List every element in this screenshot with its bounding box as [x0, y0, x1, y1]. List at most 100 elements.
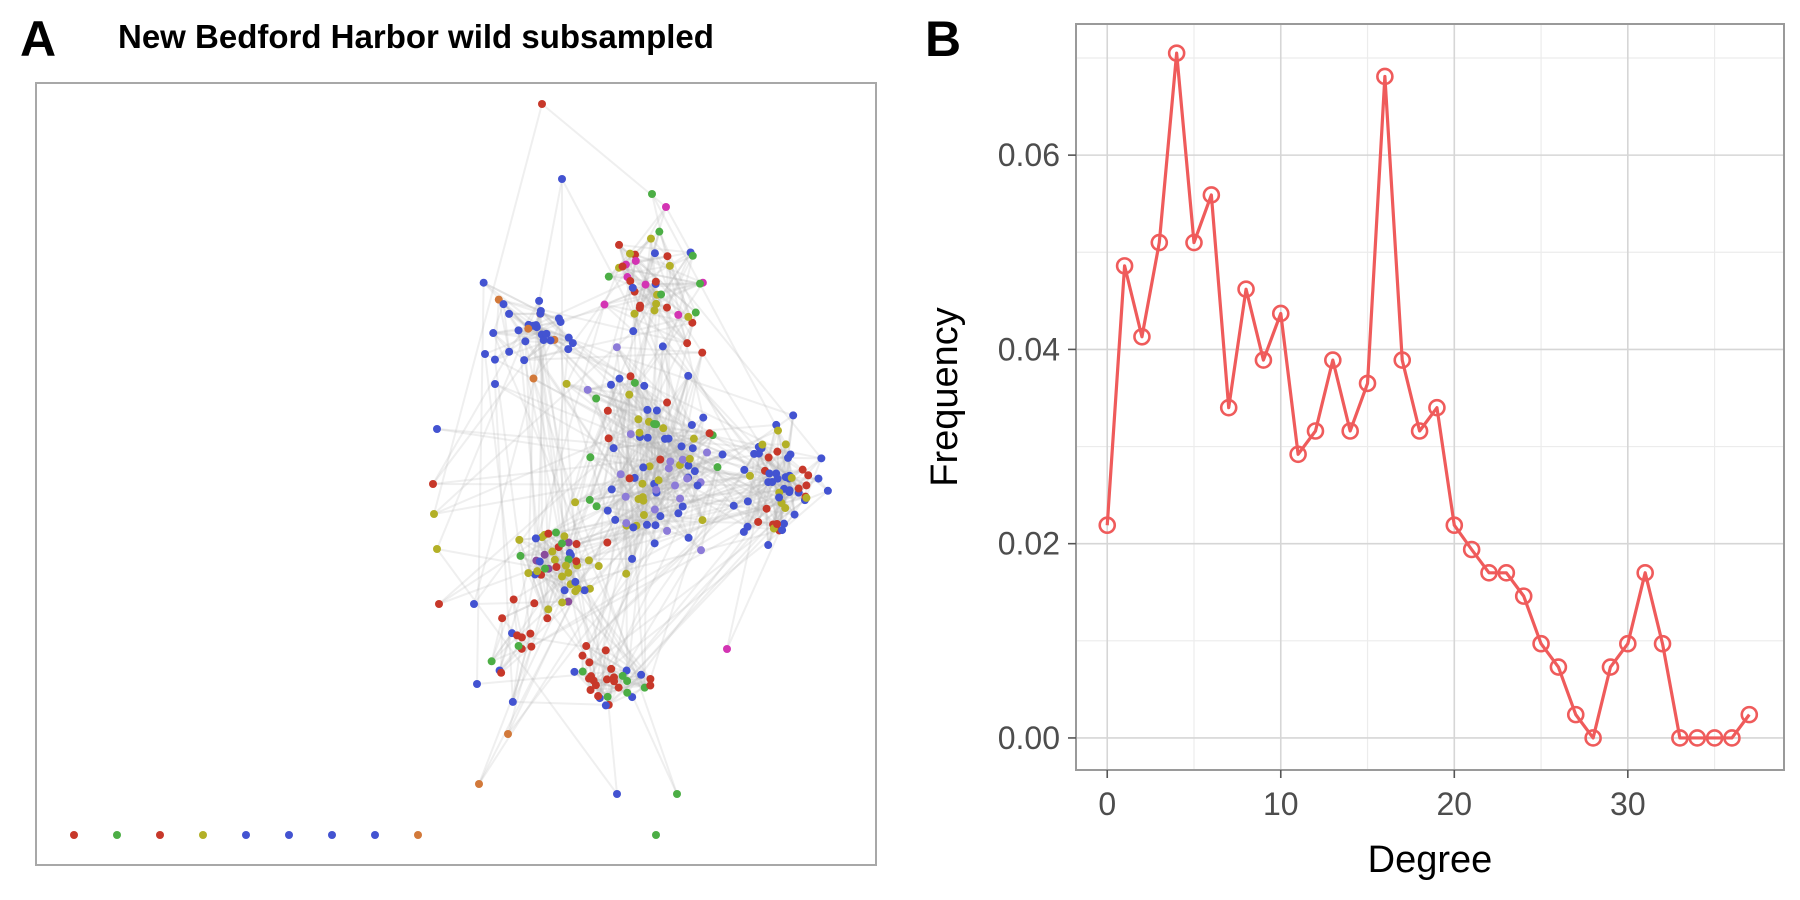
- network-edge: [568, 565, 599, 574]
- network-node: [508, 697, 517, 706]
- network-node: [690, 467, 699, 476]
- network-node: [663, 526, 672, 535]
- network-edge: [791, 476, 819, 480]
- network-edge: [677, 255, 694, 316]
- network-edge: [512, 700, 609, 706]
- network-edge: [632, 252, 656, 332]
- network-node: [505, 347, 514, 356]
- network-edge: [484, 283, 657, 355]
- network-node: [604, 272, 613, 281]
- network-edge: [606, 446, 760, 698]
- network-edge: [663, 427, 710, 435]
- network-edge: [585, 453, 792, 647]
- network-edge: [753, 453, 807, 487]
- network-edge: [645, 423, 656, 525]
- network-edge: [607, 438, 617, 521]
- network-node: [543, 614, 552, 623]
- network-node: [572, 557, 581, 566]
- network-edge: [588, 452, 708, 663]
- network-node: [604, 434, 613, 443]
- network-edge: [523, 339, 552, 361]
- network-node: [636, 301, 645, 310]
- network-edge: [540, 573, 566, 592]
- network-edge: [610, 437, 649, 490]
- network-edge: [642, 434, 714, 469]
- network-node: [521, 337, 530, 346]
- network-edge: [561, 178, 693, 426]
- network-edge: [618, 266, 701, 285]
- network-edge: [498, 298, 560, 320]
- y-tick-label: 0.00: [998, 720, 1060, 756]
- network-node: [513, 631, 522, 640]
- network-edge: [662, 345, 755, 455]
- network-node: [630, 309, 639, 318]
- network-node: [655, 227, 664, 236]
- network-edge: [778, 415, 795, 531]
- network-edge: [507, 542, 656, 735]
- network-edge: [597, 680, 628, 697]
- network-edge: [639, 304, 679, 316]
- network-edge: [547, 519, 616, 570]
- network-edge: [539, 313, 544, 538]
- network-edge: [595, 375, 690, 507]
- network-edge: [605, 649, 642, 676]
- network-node: [529, 374, 538, 383]
- network-edge: [585, 645, 628, 672]
- network-node: [626, 430, 635, 439]
- plot-background: [1076, 24, 1784, 770]
- network-node: [603, 506, 612, 515]
- network-edge: [633, 206, 667, 315]
- network-edge: [588, 677, 651, 687]
- network-edge: [633, 231, 661, 315]
- network-edge: [654, 491, 800, 545]
- network-edge: [618, 243, 691, 254]
- isolated-node: [328, 831, 336, 839]
- network-node: [626, 277, 635, 286]
- frequency-series: [1098, 44, 1759, 747]
- network-edge: [566, 382, 668, 404]
- network-edge: [781, 490, 829, 531]
- network-edge: [667, 375, 690, 439]
- network-edge: [527, 538, 537, 574]
- network-edge: [566, 382, 648, 411]
- network-edge: [438, 433, 632, 605]
- network-edge: [501, 602, 535, 620]
- network-edge: [618, 266, 701, 285]
- network-edge: [610, 384, 645, 516]
- network-edge: [758, 452, 791, 477]
- network-edge: [523, 339, 552, 361]
- network-edge: [592, 529, 783, 682]
- network-edge: [478, 508, 656, 785]
- network-node: [541, 564, 550, 573]
- network-node: [565, 549, 574, 558]
- network-edge: [527, 327, 574, 345]
- network-node: [664, 434, 673, 443]
- network-node: [550, 555, 559, 564]
- network-node: [621, 492, 630, 501]
- network-edge: [655, 281, 704, 305]
- network-node: [433, 545, 441, 553]
- network-node: [657, 290, 666, 299]
- data-point: [1445, 516, 1464, 535]
- network-edge: [573, 671, 599, 697]
- network-edge: [747, 500, 778, 525]
- data-point: [1115, 257, 1134, 275]
- network-edge: [608, 237, 652, 278]
- network-node: [651, 277, 660, 286]
- data-point: [1376, 67, 1394, 86]
- network-edge: [570, 529, 783, 586]
- network-edge: [625, 488, 657, 498]
- network-edge: [596, 505, 703, 522]
- network-edge: [582, 499, 806, 673]
- network-node: [556, 317, 565, 326]
- network-node: [592, 394, 601, 403]
- network-edge: [638, 409, 649, 434]
- network-edge: [596, 505, 628, 527]
- network-edge: [615, 346, 690, 479]
- network-edge: [516, 634, 606, 652]
- network-node: [505, 309, 514, 318]
- network-node: [817, 454, 826, 463]
- network-node: [603, 406, 612, 415]
- y-axis-label: Frequency: [924, 307, 966, 487]
- isolated-node: [242, 831, 250, 839]
